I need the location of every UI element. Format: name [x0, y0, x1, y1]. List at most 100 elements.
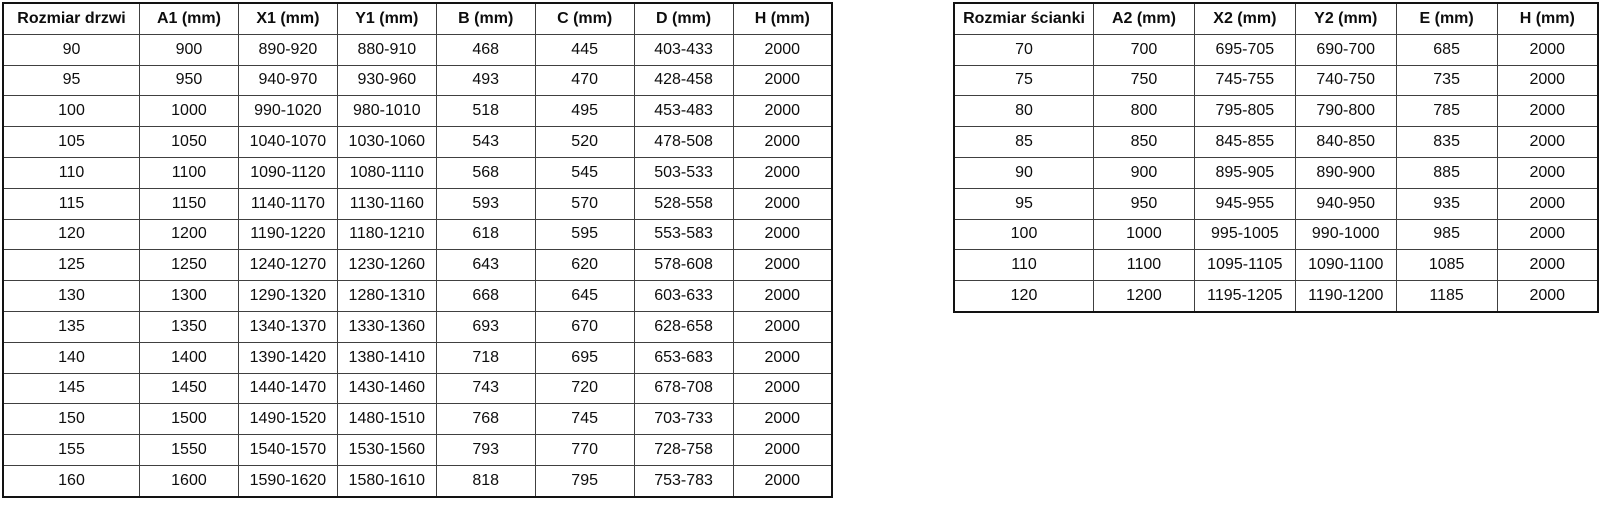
table-cell: 718 [435, 341, 536, 374]
door-size-table: Rozmiar drzwi A1 (mm) X1 (mm) Y1 (mm) B (mm)… [2, 2, 833, 498]
table-cell: 785 [1395, 95, 1498, 128]
table-cell: 1190-1200 [1294, 280, 1397, 313]
table-cell: 1085 [1395, 249, 1498, 282]
table-row: 90 900 890-920 880-910 468 445 403-433 2000 [2, 33, 833, 66]
table-cell: 1030-1060 [336, 126, 437, 158]
column-header: D (mm) [633, 2, 734, 35]
table-cell: 1185 [1395, 280, 1498, 313]
table-row: 100 1000 990-1020 980-1010 518 495 453-483 2000 [2, 95, 833, 128]
table-cell: 1000 [1093, 218, 1195, 251]
table-cell: 518 [435, 95, 536, 128]
table-cell: 930-960 [336, 64, 437, 97]
table-cell: 545 [534, 156, 635, 189]
table-row: 110 1100 1095-1105 1090-1100 1085 2000 [953, 249, 1599, 282]
table-cell: 1380-1410 [336, 341, 437, 374]
table-cell: 618 [435, 218, 536, 251]
table-cell: 155 [2, 434, 140, 466]
table-cell: 1580-1610 [336, 464, 437, 498]
table-cell: 593 [435, 187, 536, 220]
table-cell: 1400 [139, 341, 239, 374]
table-cell: 990-1000 [1294, 218, 1397, 251]
table-cell: 1300 [139, 280, 239, 312]
header-row: Rozmiar ścianki A2 (mm) X2 (mm) Y2 (mm) E (m… [953, 2, 1599, 35]
table-cell: 1050 [139, 126, 239, 158]
table-cell: 1480-1510 [336, 403, 437, 436]
table-cell: 703-733 [633, 403, 734, 436]
table-cell: 668 [435, 280, 536, 312]
table-cell: 2000 [1496, 218, 1599, 251]
table-cell: 800 [1093, 95, 1195, 128]
table-cell: 2000 [732, 403, 833, 436]
table-cell: 1440-1470 [237, 372, 338, 405]
table-cell: 720 [534, 372, 635, 405]
table-cell: 950 [1093, 187, 1195, 220]
table-cell: 85 [953, 126, 1094, 158]
table-cell: 835 [1395, 126, 1498, 158]
table-cell: 935 [1395, 187, 1498, 220]
table-row: 130 1300 1290-1320 1280-1310 668 645 603-633 20… [2, 280, 833, 312]
table-cell: 740-750 [1294, 64, 1397, 97]
table-cell: 1490-1520 [237, 403, 338, 436]
table-cell: 2000 [732, 218, 833, 251]
table-row: 75 750 745-755 740-750 735 2000 [953, 64, 1599, 97]
table-cell: 2000 [732, 310, 833, 343]
table-cell: 745-755 [1193, 64, 1296, 97]
table-cell: 1340-1370 [237, 310, 338, 343]
table-cell: 1590-1620 [237, 464, 338, 498]
table-cell: 1090-1120 [237, 156, 338, 189]
table-cell: 150 [2, 403, 140, 436]
table-cell: 945-955 [1193, 187, 1296, 220]
table-cell: 890-920 [237, 33, 338, 66]
table-cell: 120 [2, 218, 140, 251]
table-row: 100 1000 995-1005 990-1000 985 2000 [953, 218, 1599, 251]
table-cell: 403-433 [633, 33, 734, 66]
column-header: H (mm) [1496, 2, 1599, 35]
table-cell: 120 [953, 280, 1094, 313]
table-cell: 110 [2, 156, 140, 189]
table-cell: 685 [1395, 33, 1498, 66]
table-cell: 940-950 [1294, 187, 1397, 220]
table-cell: 950 [139, 64, 239, 97]
table-cell: 1540-1570 [237, 434, 338, 466]
table-cell: 478-508 [633, 126, 734, 158]
table-cell: 620 [534, 249, 635, 282]
table-cell: 1250 [139, 249, 239, 282]
table-cell: 750 [1093, 64, 1195, 97]
table-row: 85 850 845-855 840-850 835 2000 [953, 126, 1599, 158]
table-cell: 745 [534, 403, 635, 436]
table-cell: 595 [534, 218, 635, 251]
table-cell: 145 [2, 372, 140, 405]
table-row: 140 1400 1390-1420 1380-1410 718 695 653-683 20… [2, 341, 833, 374]
table-row: 135 1350 1340-1370 1330-1360 693 670 628-658 20… [2, 310, 833, 343]
table-cell: 645 [534, 280, 635, 312]
table-cell: 653-683 [633, 341, 734, 374]
table-cell: 995-1005 [1193, 218, 1296, 251]
table-cell: 628-658 [633, 310, 734, 343]
table-cell: 1200 [1093, 280, 1195, 313]
table-cell: 2000 [732, 341, 833, 374]
table-cell: 768 [435, 403, 536, 436]
header-row: Rozmiar drzwi A1 (mm) X1 (mm) Y1 (mm) B (mm)… [2, 2, 833, 35]
table-cell: 2000 [1496, 156, 1599, 189]
table-cell: 568 [435, 156, 536, 189]
table-cell: 453-483 [633, 95, 734, 128]
table-cell: 980-1010 [336, 95, 437, 128]
table-cell: 1430-1460 [336, 372, 437, 405]
table-cell: 1150 [139, 187, 239, 220]
table-row: 105 1050 1040-1070 1030-1060 543 520 478-508 20… [2, 126, 833, 158]
column-header: C (mm) [534, 2, 635, 35]
table-row: 160 1600 1590-1620 1580-1610 818 795 753-783 20… [2, 464, 833, 498]
table-cell: 845-855 [1193, 126, 1296, 158]
table-cell: 95 [2, 64, 140, 97]
column-header: Y1 (mm) [336, 2, 437, 35]
table-cell: 1090-1100 [1294, 249, 1397, 282]
table-cell: 700 [1093, 33, 1195, 66]
table-cell: 543 [435, 126, 536, 158]
table-row: 150 1500 1490-1520 1480-1510 768 745 703-733 20… [2, 403, 833, 436]
table-cell: 1190-1220 [237, 218, 338, 251]
table-cell: 793 [435, 434, 536, 466]
table-cell: 140 [2, 341, 140, 374]
table-cell: 80 [953, 95, 1094, 128]
table-cell: 2000 [1496, 187, 1599, 220]
